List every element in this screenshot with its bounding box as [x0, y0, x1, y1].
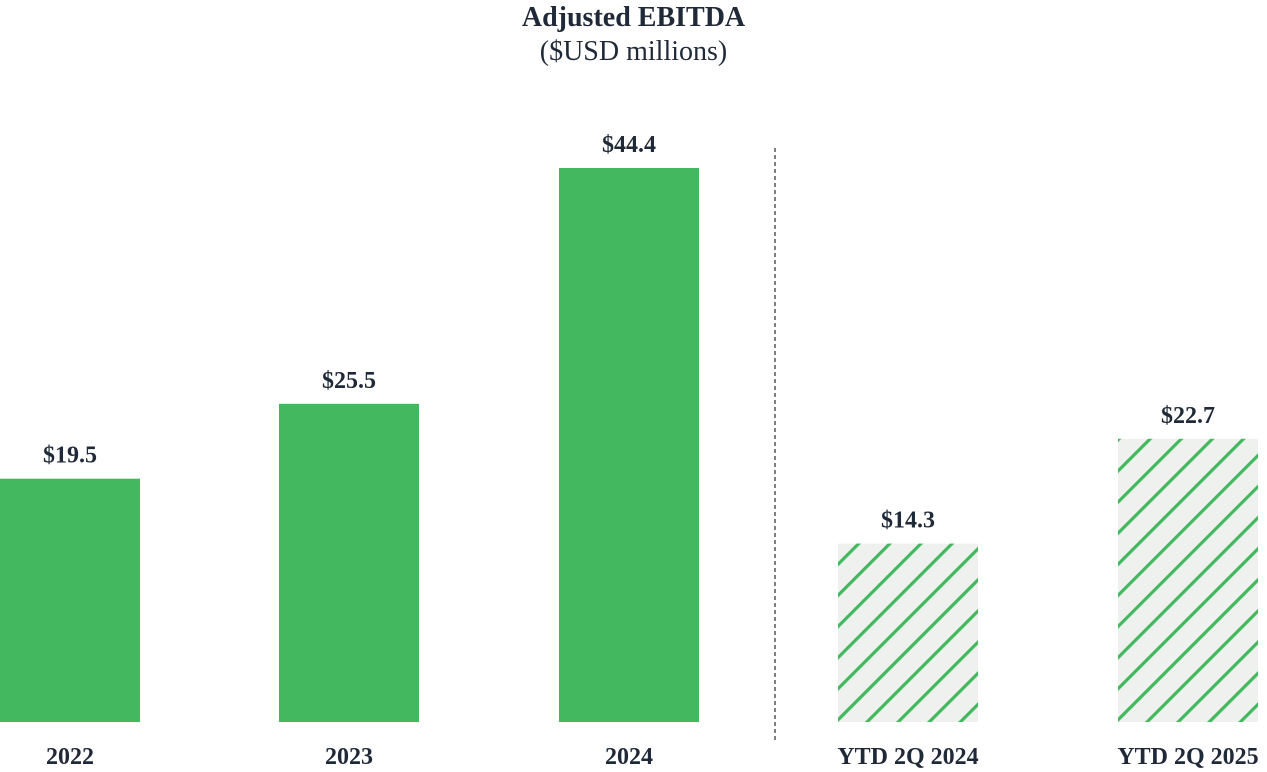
- bar-2022: [0, 478, 140, 722]
- bar-ytd-2q-2024: [838, 543, 978, 722]
- bar-2023: [279, 403, 419, 722]
- value-label: $22.7: [1161, 403, 1215, 429]
- value-label: $44.4: [602, 132, 656, 158]
- bar-ytd-2q-2025: [1118, 438, 1258, 722]
- chart-title: Adjusted EBITDA: [521, 2, 746, 33]
- category-label: 2024: [605, 744, 653, 770]
- category-label: YTD 2Q 2025: [1117, 744, 1258, 770]
- chart-subtitle: ($USD millions): [539, 36, 728, 67]
- category-label: 2023: [325, 744, 373, 770]
- category-label: 2022: [46, 744, 94, 770]
- value-label: $25.5: [322, 368, 376, 394]
- category-label: YTD 2Q 2024: [837, 744, 978, 770]
- chart-title-block: Adjusted EBITDA ($USD millions): [0, 0, 1267, 69]
- value-label: $19.5: [43, 443, 97, 469]
- bar-2024: [559, 168, 699, 722]
- value-label: $14.3: [881, 508, 935, 534]
